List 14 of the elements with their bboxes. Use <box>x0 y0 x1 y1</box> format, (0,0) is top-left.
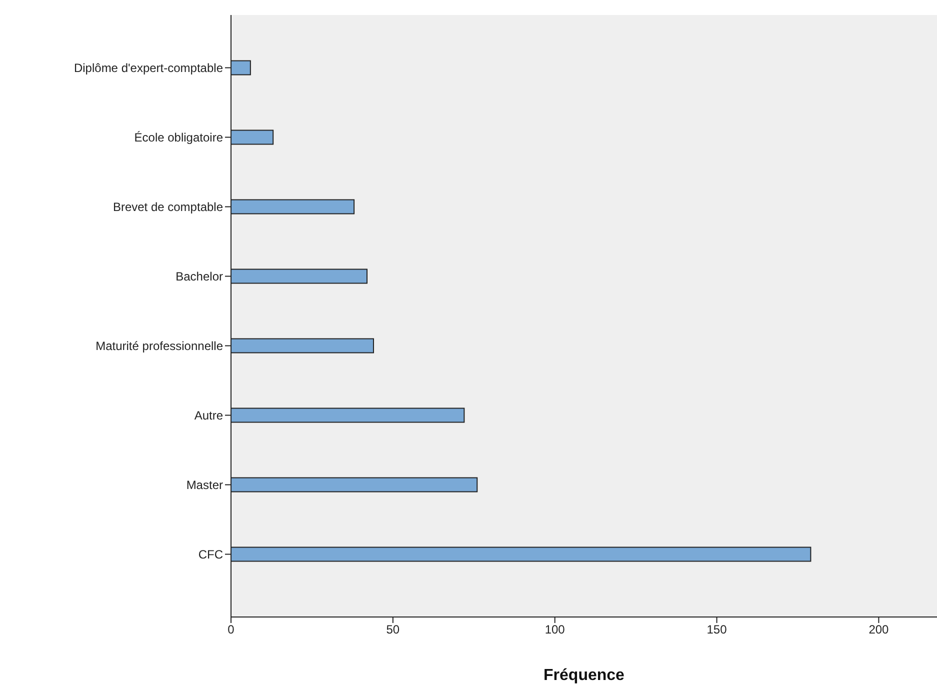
y-tick-label: Diplôme d'expert-comptable <box>74 61 224 76</box>
y-tick-label: Brevet de comptable <box>112 200 224 214</box>
y-tick-label: Autre <box>194 408 224 423</box>
x-tick-label: 50 <box>386 622 400 637</box>
x-tick-label: 0 <box>228 622 235 637</box>
y-tick-label: CFC <box>198 548 224 562</box>
y-tick-label: Maturité professionnelle <box>96 339 224 354</box>
y-tick-label: Bachelor <box>176 270 223 284</box>
x-tick-label: 150 <box>706 622 728 637</box>
x-tick-label: 100 <box>544 622 566 637</box>
x-axis-title: Fréquence <box>544 667 625 684</box>
x-tick-label: 200 <box>868 622 890 637</box>
y-tick-label: Master <box>186 478 223 492</box>
y-tick-label: École obligatoire <box>134 130 224 145</box>
